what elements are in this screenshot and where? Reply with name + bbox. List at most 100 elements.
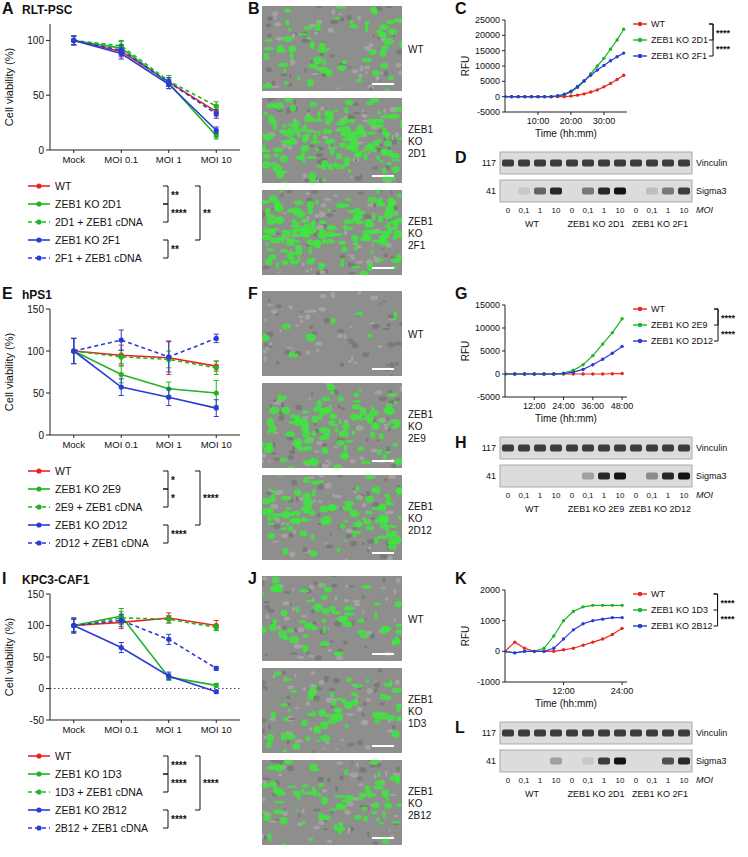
y-tick bbox=[502, 20, 505, 21]
image-texture bbox=[333, 493, 336, 497]
error-bar bbox=[166, 80, 171, 89]
fluorescent-cell bbox=[292, 233, 303, 236]
data-point bbox=[530, 95, 533, 98]
fluorescent-cell bbox=[281, 407, 290, 414]
image-texture bbox=[331, 210, 336, 212]
fluorescent-cell bbox=[377, 239, 381, 242]
image-texture bbox=[262, 718, 266, 723]
fluorescent-cell bbox=[354, 151, 362, 156]
fluorescent-cell bbox=[392, 159, 402, 161]
data-point bbox=[71, 38, 76, 43]
fluorescent-cell bbox=[372, 802, 379, 808]
fluorescent-cell bbox=[308, 837, 313, 841]
fluorescent-cell bbox=[332, 700, 337, 706]
data-point bbox=[71, 38, 76, 43]
image-texture bbox=[323, 198, 331, 201]
image-texture bbox=[278, 782, 280, 785]
legend-label: ZEB1 KO 2B12 bbox=[651, 621, 713, 631]
data-point bbox=[71, 348, 76, 353]
image-texture bbox=[264, 835, 267, 841]
plot-area bbox=[71, 330, 219, 417]
data-point bbox=[602, 57, 605, 60]
y-tick-label: 15000 bbox=[475, 300, 500, 310]
image-texture bbox=[291, 652, 298, 654]
data-point bbox=[572, 370, 575, 373]
image-texture bbox=[384, 511, 389, 515]
image-texture bbox=[325, 542, 328, 545]
image-label-line: KO bbox=[408, 513, 423, 524]
image-texture bbox=[288, 718, 295, 720]
x-tick-label: MOI 1 bbox=[156, 724, 182, 735]
fluorescent-cell bbox=[309, 510, 315, 516]
data-point bbox=[581, 363, 584, 366]
image-label-line: KO bbox=[408, 798, 423, 809]
data-point bbox=[166, 617, 171, 622]
image-texture bbox=[279, 329, 282, 333]
y-tick bbox=[502, 651, 505, 652]
image-background bbox=[262, 383, 402, 468]
data-point bbox=[596, 64, 599, 67]
fluorescent-cell bbox=[292, 219, 296, 223]
y-tick bbox=[502, 81, 505, 82]
significance-label: **** bbox=[716, 44, 731, 54]
data-point bbox=[562, 619, 565, 622]
image-texture bbox=[311, 190, 318, 194]
image-texture bbox=[347, 713, 354, 716]
image-texture bbox=[316, 219, 319, 222]
image-texture bbox=[380, 71, 383, 75]
y-tick-label: 0 bbox=[38, 683, 44, 694]
error-bar bbox=[119, 614, 124, 627]
x-tick bbox=[73, 435, 74, 438]
data-point bbox=[533, 650, 536, 653]
error-bar bbox=[166, 341, 171, 375]
fluorescent-cell bbox=[387, 162, 391, 166]
fluorescent-cell bbox=[370, 250, 374, 253]
fluorescent-cell bbox=[360, 407, 366, 413]
y-axis-title: RFU bbox=[460, 341, 471, 362]
panel-label: F bbox=[248, 285, 258, 302]
fluorescent-cell bbox=[306, 156, 316, 159]
fluorescent-cell bbox=[298, 620, 306, 623]
data-point bbox=[214, 336, 219, 341]
fluorescent-cell bbox=[310, 764, 318, 769]
image-texture bbox=[311, 392, 313, 396]
fluorescent-cell bbox=[349, 118, 355, 123]
image-label-line: KO bbox=[408, 706, 423, 717]
fluorescent-cell bbox=[352, 132, 356, 135]
image-texture bbox=[262, 778, 270, 781]
fluorescent-cell bbox=[340, 452, 349, 460]
y-tick-label: 100 bbox=[27, 346, 44, 357]
data-point bbox=[542, 372, 545, 375]
fluorescent-cell bbox=[308, 246, 312, 254]
error-bar bbox=[71, 619, 76, 632]
x-axis bbox=[505, 682, 627, 683]
image-texture bbox=[306, 701, 311, 706]
error-bar bbox=[71, 338, 76, 363]
data-point bbox=[622, 51, 625, 54]
image-texture bbox=[287, 146, 292, 150]
fluorescent-cell bbox=[383, 211, 393, 219]
image-texture bbox=[360, 174, 363, 179]
plot-area bbox=[50, 608, 240, 694]
fluorescent-cell bbox=[365, 785, 370, 792]
x-tick bbox=[216, 720, 217, 723]
image-texture bbox=[381, 587, 386, 589]
image-texture bbox=[283, 601, 290, 605]
data-point bbox=[611, 633, 614, 636]
image-texture bbox=[279, 773, 282, 776]
fluorescent-cell bbox=[374, 118, 384, 123]
significance-bracket bbox=[163, 756, 168, 774]
fluorescent-cell bbox=[389, 679, 392, 687]
image-texture bbox=[327, 777, 330, 783]
image-texture bbox=[317, 523, 321, 525]
image-texture bbox=[295, 405, 302, 411]
data-point bbox=[513, 372, 516, 375]
image-texture bbox=[363, 701, 367, 706]
fluorescent-cell bbox=[300, 789, 304, 795]
y-tick-label: 50 bbox=[33, 90, 45, 101]
fluorescent-cell bbox=[269, 195, 277, 203]
fluorescent-cell bbox=[262, 235, 272, 241]
fluorescent-cell bbox=[386, 502, 394, 506]
image-texture bbox=[384, 597, 388, 601]
image-texture bbox=[327, 840, 332, 844]
